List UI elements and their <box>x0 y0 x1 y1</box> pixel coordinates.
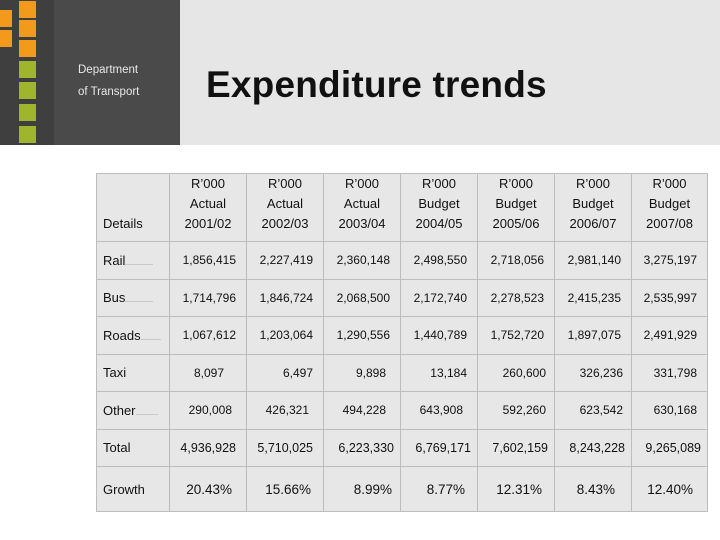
table-cell: 2,278,523 <box>477 278 555 317</box>
table-cell: 1,846,724 <box>246 278 324 317</box>
row-label: Total <box>96 428 170 467</box>
table-cell: 2,535,997 <box>631 278 708 317</box>
table-cell: 13,184 <box>400 353 478 392</box>
table-cell: 2,415,235 <box>554 278 632 317</box>
table-row-rail: Rail 1,856,415 2,227,419 2,360,148 2,498… <box>96 241 708 280</box>
table-cell: 9,265,089 <box>631 428 708 467</box>
table-cell: 494,228 <box>323 391 401 430</box>
table-cell: 2,498,550 <box>400 241 478 280</box>
orange-square <box>19 1 36 18</box>
table-cell: 12.31% <box>477 466 555 512</box>
table-cell: 2,227,419 <box>246 241 324 280</box>
table-cell: 2,491,929 <box>631 316 708 355</box>
column-header: R’000 Actual 2002/03 <box>246 173 324 242</box>
table-cell: 260,600 <box>477 353 555 392</box>
green-square <box>19 104 36 121</box>
table-cell: 8,243,228 <box>554 428 632 467</box>
column-header: R’000 Budget 2007/08 <box>631 173 708 242</box>
table-cell: 426,321 <box>246 391 324 430</box>
table-cell: 592,260 <box>477 391 555 430</box>
table-cell: 623,542 <box>554 391 632 430</box>
orange-square <box>19 20 36 37</box>
table-cell: 1,290,556 <box>323 316 401 355</box>
table-cell: 643,908 <box>400 391 478 430</box>
row-label: Other <box>96 391 170 430</box>
table-row-total: Total 4,936,928 5,710,025 6,223,330 6,76… <box>96 428 708 467</box>
page-title: Expenditure trends <box>206 64 547 105</box>
table-cell: 2,360,148 <box>323 241 401 280</box>
row-label: Roads <box>96 316 170 355</box>
decorative-stripe-column <box>0 0 54 145</box>
green-square <box>19 82 36 99</box>
table-cell: 1,856,415 <box>169 241 247 280</box>
table-cell: 4,936,928 <box>169 428 247 467</box>
orange-square <box>0 30 12 47</box>
table-cell: 2,172,740 <box>400 278 478 317</box>
column-header: R’000 Budget 2004/05 <box>400 173 478 242</box>
table-cell: 6,497 <box>246 353 324 392</box>
table-cell: 8.99% <box>323 466 401 512</box>
table-cell: 3,275,197 <box>631 241 708 280</box>
header-row: Details R’000 Actual 2001/02 R’000 Actual 20… <box>96 173 708 242</box>
row-label: Taxi <box>96 353 170 392</box>
table-row-taxi: Taxi 8,097 6,497 9,898 13,184 260,600 32… <box>96 353 708 392</box>
table-cell: 9,898 <box>323 353 401 392</box>
table-cell: 290,008 <box>169 391 247 430</box>
green-square <box>19 126 36 143</box>
table-cell: 20.43% <box>169 466 247 512</box>
orange-square <box>0 10 12 27</box>
table-cell: 326,236 <box>554 353 632 392</box>
table-cell: 1,440,789 <box>400 316 478 355</box>
department-line1: Department <box>78 64 139 76</box>
table-row-growth: Growth 20.43% 15.66% 8.99% 8.77% 12.31% … <box>96 466 708 512</box>
table-cell: 8,097 <box>169 353 247 392</box>
row-label: Bus <box>96 278 170 317</box>
title-banner: Expenditure trends <box>180 0 720 145</box>
table-cell: 331,798 <box>631 353 708 392</box>
table-cell: 8.77% <box>400 466 478 512</box>
column-header: R’000 Budget 2006/07 <box>554 173 632 242</box>
department-box: Department of Transport <box>54 0 180 145</box>
table-cell: 7,602,159 <box>477 428 555 467</box>
table-cell: 12.40% <box>631 466 708 512</box>
row-label: Rail <box>96 241 170 280</box>
table-cell: 1,752,720 <box>477 316 555 355</box>
column-header: R’000 Actual 2001/02 <box>169 173 247 242</box>
table-cell: 1,067,612 <box>169 316 247 355</box>
column-header: R’000 Actual 2003/04 <box>323 173 401 242</box>
details-header: Details <box>96 173 170 242</box>
table-cell: 1,897,075 <box>554 316 632 355</box>
table-cell: 8.43% <box>554 466 632 512</box>
expenditure-table: Details R’000 Actual 2001/02 R’000 Actual 20… <box>96 173 708 512</box>
green-square <box>19 61 36 78</box>
row-label: Growth <box>96 466 170 512</box>
table-cell: 2,718,056 <box>477 241 555 280</box>
table-cell: 6,223,330 <box>323 428 401 467</box>
table-row-other: Other 290,008 426,321 494,228 643,908 59… <box>96 391 708 430</box>
table-cell: 6,769,171 <box>400 428 478 467</box>
table-cell: 2,981,140 <box>554 241 632 280</box>
table-cell: 630,168 <box>631 391 708 430</box>
table-cell: 15.66% <box>246 466 324 512</box>
table-cell: 1,203,064 <box>246 316 324 355</box>
column-header: R’000 Budget 2005/06 <box>477 173 555 242</box>
orange-square <box>19 40 36 57</box>
table-cell: 2,068,500 <box>323 278 401 317</box>
table-row-roads: Roads 1,067,612 1,203,064 1,290,556 1,44… <box>96 316 708 355</box>
department-line2: of Transport <box>78 86 140 98</box>
table-cell: 5,710,025 <box>246 428 324 467</box>
table-cell: 1,714,796 <box>169 278 247 317</box>
expenditure-table-container: Details R’000 Actual 2001/02 R’000 Actual 20… <box>96 173 708 512</box>
table-row-bus: Bus 1,714,796 1,846,724 2,068,500 2,172,… <box>96 278 708 317</box>
